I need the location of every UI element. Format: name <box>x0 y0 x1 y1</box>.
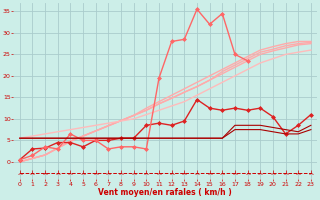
X-axis label: Vent moyen/en rafales ( km/h ): Vent moyen/en rafales ( km/h ) <box>99 188 232 197</box>
